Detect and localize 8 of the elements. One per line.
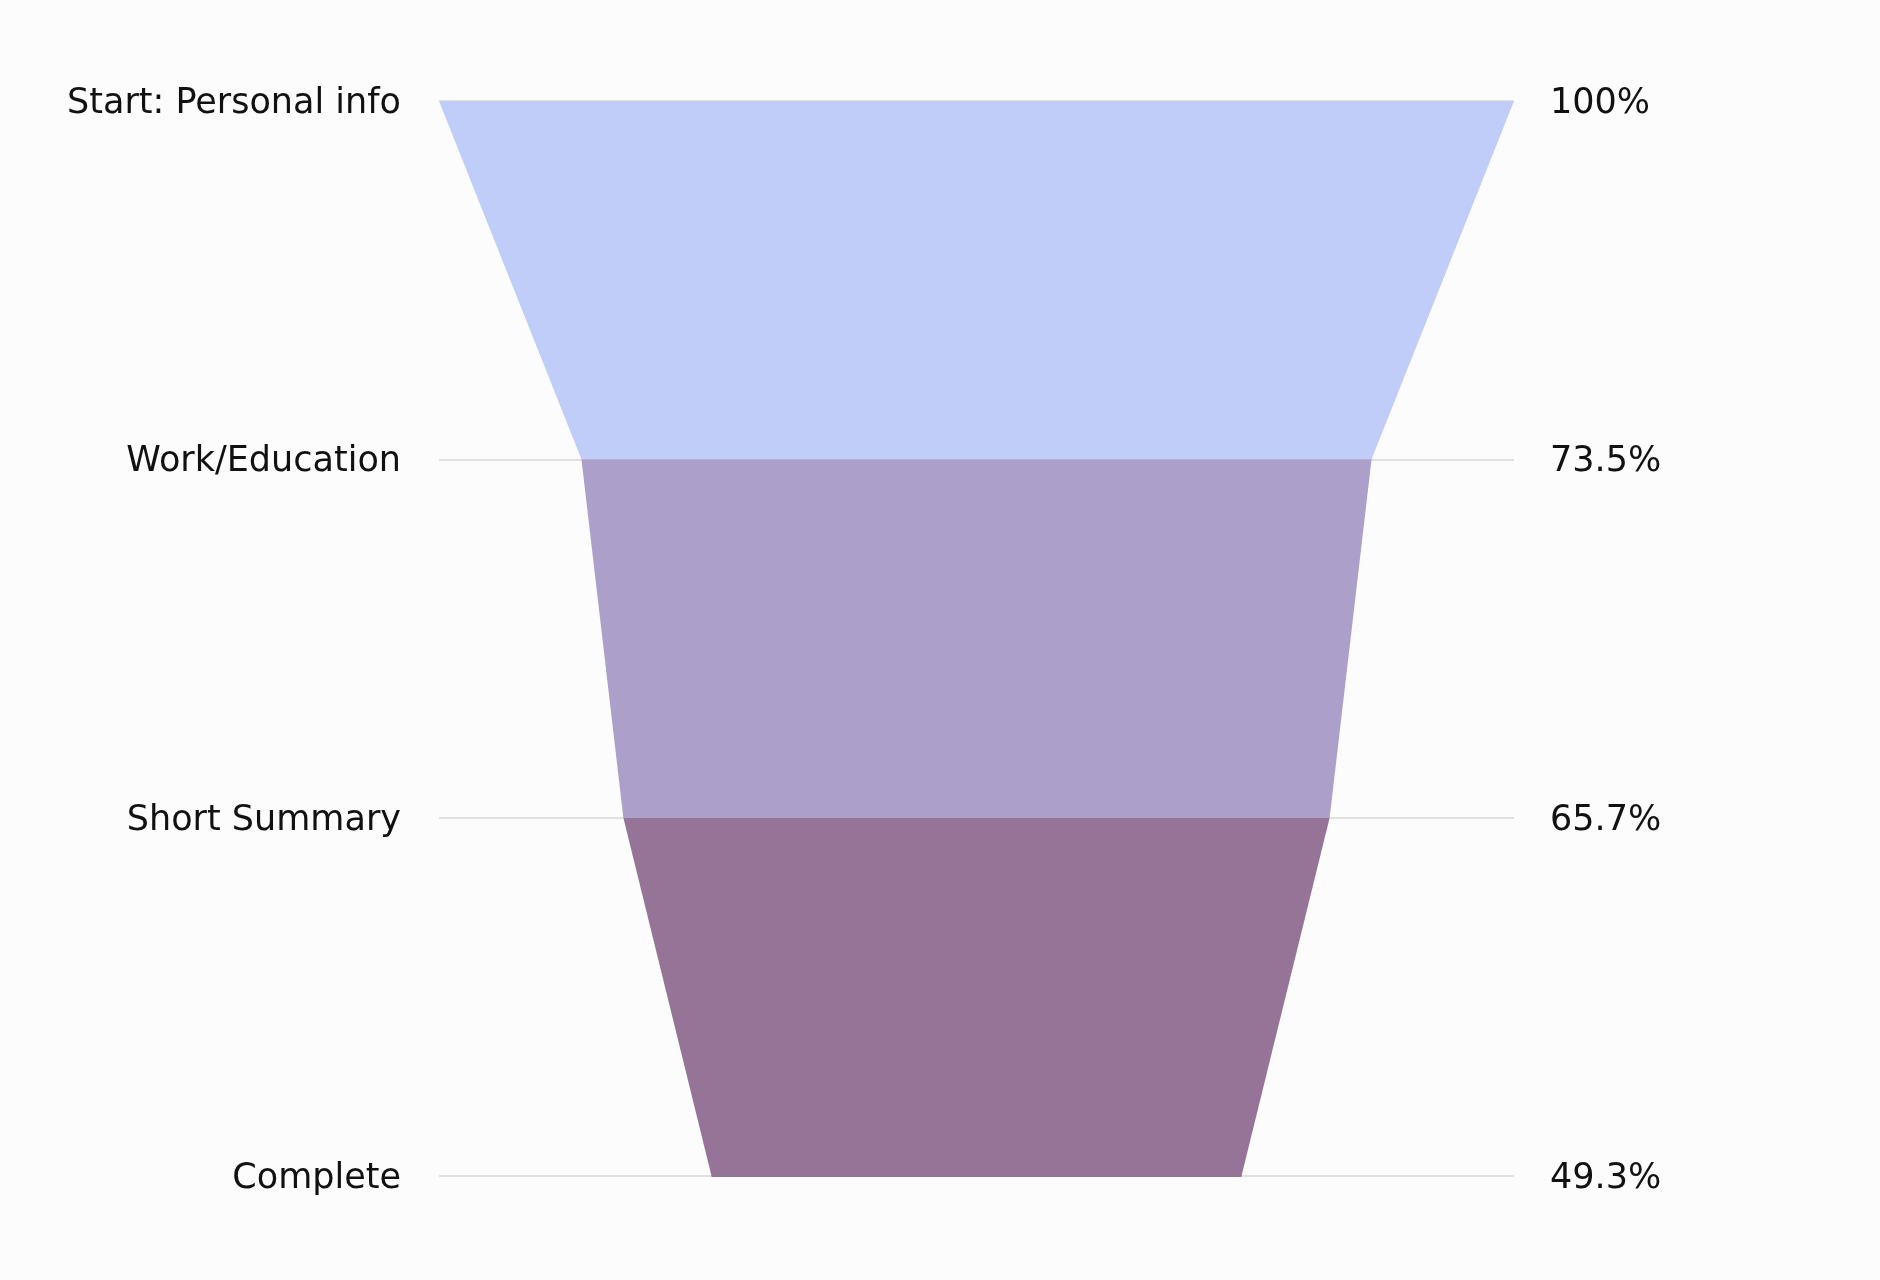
data-label: 73.5% [1550,439,1662,480]
category-label: Work/Education [126,439,401,480]
data-label: 65.7% [1550,797,1662,838]
data-label: 100% [1550,81,1651,121]
data-label: 49.3% [1550,1156,1662,1196]
category-label: Start: Personal info [67,81,401,121]
category-label: Complete [232,1156,401,1196]
category-label: Short Summary [126,797,401,838]
